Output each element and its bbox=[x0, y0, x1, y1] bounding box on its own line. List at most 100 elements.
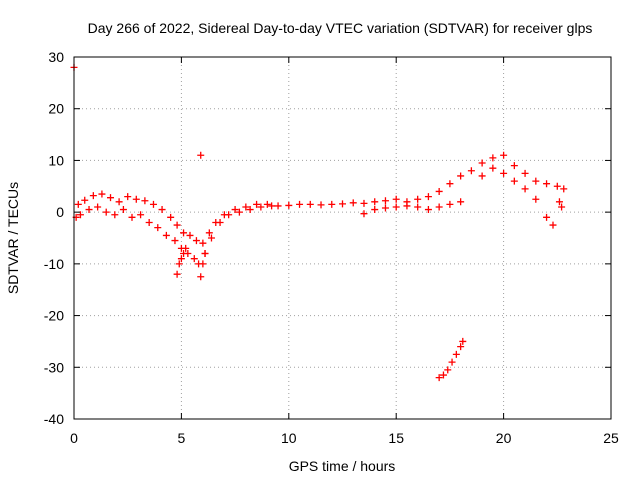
data-point bbox=[119, 206, 127, 214]
data-points bbox=[70, 63, 568, 382]
data-point bbox=[274, 202, 282, 210]
data-point bbox=[371, 206, 379, 214]
data-point bbox=[532, 195, 540, 203]
data-point bbox=[192, 237, 200, 245]
data-point bbox=[457, 198, 465, 206]
data-point bbox=[167, 213, 175, 221]
data-point bbox=[98, 190, 106, 198]
data-point bbox=[467, 167, 475, 175]
data-point bbox=[115, 198, 123, 206]
data-point bbox=[459, 337, 467, 345]
data-point bbox=[448, 358, 456, 366]
data-point bbox=[328, 200, 336, 208]
data-point bbox=[478, 172, 486, 180]
data-point bbox=[439, 371, 447, 379]
data-point bbox=[543, 213, 551, 221]
data-point bbox=[500, 151, 508, 159]
x-tick-label: 5 bbox=[178, 430, 186, 446]
y-tick-label: 20 bbox=[48, 101, 64, 117]
data-point bbox=[154, 224, 162, 232]
data-point bbox=[424, 206, 432, 214]
y-tick-label: 30 bbox=[48, 49, 64, 65]
data-point bbox=[199, 260, 207, 268]
data-point bbox=[186, 231, 194, 239]
data-point bbox=[452, 350, 460, 358]
data-point bbox=[74, 200, 82, 208]
data-point bbox=[201, 250, 209, 258]
data-point bbox=[349, 199, 357, 207]
x-tick-label: 0 bbox=[70, 430, 78, 446]
data-point bbox=[392, 203, 400, 211]
data-point bbox=[216, 218, 224, 226]
data-point bbox=[263, 200, 271, 208]
data-point bbox=[446, 200, 454, 208]
data-point bbox=[489, 154, 497, 162]
data-point bbox=[81, 196, 89, 204]
data-point bbox=[435, 374, 443, 382]
x-tick-label: 25 bbox=[603, 430, 619, 446]
y-tick-labels: -40 -30 -20 -10 0 10 20 30 bbox=[44, 49, 64, 427]
data-point bbox=[182, 244, 190, 252]
data-point bbox=[107, 194, 115, 202]
data-point bbox=[257, 203, 265, 211]
data-point bbox=[177, 255, 185, 263]
y-tick-label: -10 bbox=[44, 256, 64, 272]
data-point bbox=[225, 211, 233, 219]
data-point bbox=[111, 211, 119, 219]
data-point bbox=[76, 211, 84, 219]
data-point bbox=[435, 203, 443, 211]
axis-ticks bbox=[73, 56, 612, 420]
data-point bbox=[94, 203, 102, 211]
y-tick-label: -40 bbox=[44, 411, 64, 427]
data-point bbox=[173, 221, 181, 229]
data-point bbox=[171, 237, 179, 245]
data-point bbox=[173, 270, 181, 278]
data-point bbox=[190, 255, 198, 263]
data-point bbox=[180, 250, 188, 258]
grid bbox=[74, 57, 611, 419]
data-point bbox=[306, 200, 314, 208]
data-point bbox=[510, 162, 518, 170]
data-point bbox=[137, 211, 145, 219]
data-point bbox=[175, 260, 183, 268]
data-point bbox=[521, 185, 529, 193]
data-point bbox=[145, 218, 153, 226]
x-axis-label: GPS time / hours bbox=[289, 458, 396, 474]
data-point bbox=[500, 169, 508, 177]
data-point bbox=[555, 198, 563, 206]
data-point bbox=[553, 182, 561, 190]
data-point bbox=[558, 203, 566, 211]
data-point bbox=[246, 206, 254, 214]
data-point bbox=[521, 169, 529, 177]
y-tick-label: 10 bbox=[48, 152, 64, 168]
data-point bbox=[128, 213, 136, 221]
data-point bbox=[124, 193, 132, 201]
data-point bbox=[296, 200, 304, 208]
data-point bbox=[478, 159, 486, 167]
data-point bbox=[543, 180, 551, 188]
x-tick-label: 15 bbox=[388, 430, 404, 446]
data-point bbox=[381, 204, 389, 212]
x-tick-labels: 0 5 10 15 20 25 bbox=[70, 430, 619, 446]
y-axis-label: SDTVAR / TECUs bbox=[5, 182, 21, 294]
data-point bbox=[197, 151, 205, 159]
data-point bbox=[414, 195, 422, 203]
data-point bbox=[381, 197, 389, 205]
data-point bbox=[457, 172, 465, 180]
data-point bbox=[149, 200, 157, 208]
x-tick-label: 10 bbox=[281, 430, 297, 446]
data-point bbox=[444, 366, 452, 374]
data-point bbox=[560, 185, 568, 193]
data-point bbox=[231, 206, 239, 214]
data-point bbox=[102, 208, 110, 216]
data-point bbox=[132, 195, 140, 203]
data-point bbox=[141, 197, 149, 205]
data-point bbox=[414, 203, 422, 211]
data-point bbox=[180, 229, 188, 237]
y-tick-label: -30 bbox=[44, 359, 64, 375]
data-point bbox=[371, 198, 379, 206]
data-point bbox=[268, 202, 276, 210]
data-point bbox=[317, 201, 325, 209]
data-point bbox=[424, 193, 432, 201]
